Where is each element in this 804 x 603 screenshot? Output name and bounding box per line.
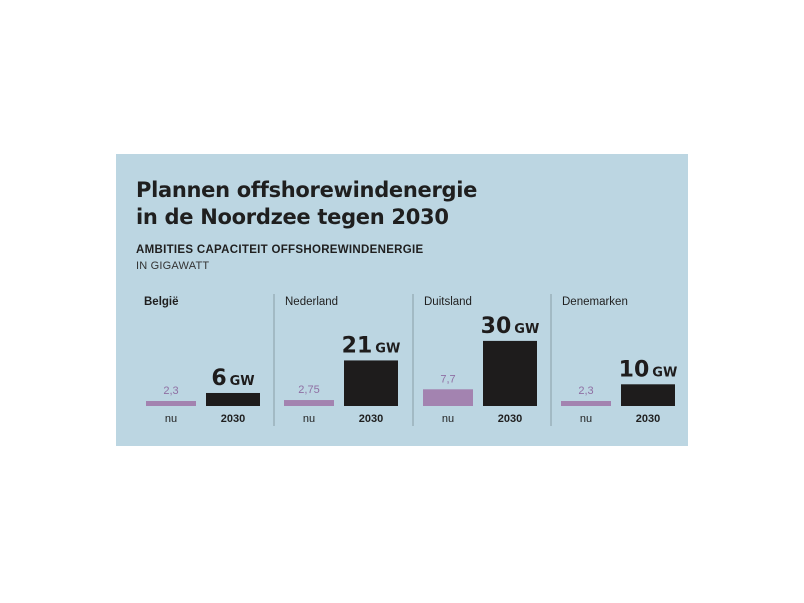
data-label-2030: 10 GW (619, 357, 678, 382)
category-label-2030: 2030 (636, 413, 660, 425)
data-label-2030: 30 GW (481, 314, 540, 339)
bar-chart: België 2,3 6 GW nu 2030 Nederland 2,75 21 GW nu 203… (144, 294, 678, 426)
group-name-belgië: België (144, 296, 179, 308)
chart-panel: Plannen offshorewindenergie in de Noordz… (116, 154, 688, 446)
bar-2030 (621, 384, 675, 406)
category-label-nu: nu (303, 413, 315, 425)
group-name-nederland: Nederland (285, 296, 338, 308)
data-label-nu: 2,75 (298, 384, 319, 396)
data-label-nu: 2,3 (578, 385, 593, 397)
data-label-2030: 6 GW (211, 366, 254, 391)
bar-2030 (483, 340, 537, 406)
bar-2030 (206, 392, 260, 406)
category-label-2030: 2030 (359, 413, 383, 425)
chart-subtitle: AMBITIES CAPACITEIT OFFSHOREWINDENERGIE (136, 244, 424, 256)
category-label-nu: nu (165, 413, 177, 425)
group-name-denemarken: Denemarken (562, 296, 628, 308)
category-label-nu: nu (442, 413, 454, 425)
bar-nu (423, 389, 473, 406)
data-label-nu: 7,7 (440, 373, 455, 385)
group-name-duitsland: Duitsland (424, 296, 472, 308)
chart-title-line1: Plannen offshorewindenergie (136, 178, 478, 202)
data-label-2030: 21 GW (342, 333, 401, 358)
category-label-2030: 2030 (221, 413, 245, 425)
bar-nu (146, 401, 196, 406)
unit-label: IN GIGAWATT (136, 260, 210, 272)
data-label-nu: 2,3 (163, 385, 178, 397)
category-label-nu: nu (580, 413, 592, 425)
category-label-2030: 2030 (498, 413, 522, 425)
chart-title-line2: in de Noordzee tegen 2030 (136, 205, 449, 229)
bar-nu (284, 400, 334, 406)
bar-nu (561, 401, 611, 406)
bar-2030 (344, 360, 398, 406)
